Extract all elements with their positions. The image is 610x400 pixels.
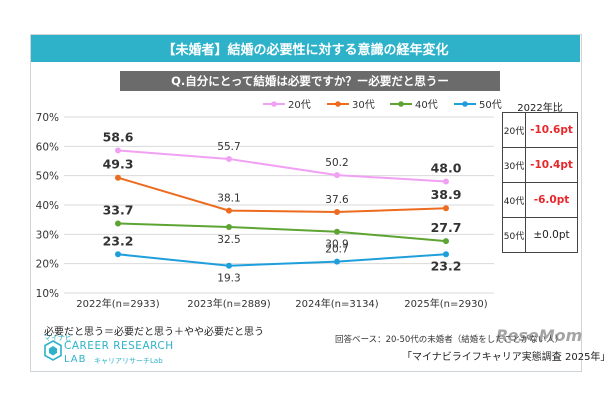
data-label: 55.7 bbox=[217, 141, 240, 153]
comparison-title: 2022年比 bbox=[517, 103, 563, 114]
logo-brand-small: マイナビ bbox=[44, 334, 72, 342]
comparison-age: 20代 bbox=[502, 112, 526, 148]
series-line bbox=[117, 222, 447, 243]
y-tick-label: 40% bbox=[36, 200, 59, 212]
y-axis-ticks: 10% 20% 30% 40% 50% 60% 70% bbox=[36, 112, 59, 300]
x-tick-label: 2025年(n=2930) bbox=[404, 297, 488, 310]
data-point bbox=[443, 251, 449, 258]
data-label: 58.6 bbox=[103, 129, 134, 144]
y-tick-label: 20% bbox=[36, 259, 59, 271]
logo-icon bbox=[44, 340, 62, 361]
data-point bbox=[226, 262, 232, 269]
comparison-row-40s: 40代 -6.0pt bbox=[502, 182, 578, 218]
logo-brand-lab: LAB bbox=[64, 354, 87, 365]
data-label: 37.6 bbox=[325, 194, 349, 206]
logo-brand-sub: キャリアリサーチLab bbox=[94, 357, 163, 365]
data-label: 50.2 bbox=[325, 157, 348, 169]
data-point bbox=[334, 172, 340, 179]
comparison-value: -10.4pt bbox=[525, 147, 578, 183]
legend-swatch-marker bbox=[271, 101, 277, 107]
y-tick-label: 60% bbox=[36, 141, 59, 153]
data-label: 19.3 bbox=[217, 273, 240, 285]
data-label: 20.7 bbox=[325, 244, 348, 256]
legend-label: 20代 bbox=[288, 99, 311, 111]
data-label: 32.5 bbox=[217, 234, 240, 246]
data-point bbox=[226, 207, 232, 214]
legend-swatch-marker bbox=[462, 101, 468, 107]
data-label: 48.0 bbox=[431, 161, 462, 176]
data-label: 38.9 bbox=[431, 187, 462, 202]
data-point bbox=[115, 147, 121, 154]
data-point bbox=[334, 258, 340, 265]
series-line bbox=[117, 176, 447, 214]
data-point bbox=[334, 209, 340, 216]
comparison-row-20s: 20代 -10.6pt bbox=[502, 112, 578, 148]
legend-label: 50代 bbox=[479, 99, 502, 111]
watermark: ReseMom bbox=[496, 326, 583, 345]
data-labels: 58.6 55.7 50.2 48.0 49.3 38.1 37.6 38.9 33.7 32.5… bbox=[103, 129, 462, 284]
data-point bbox=[115, 220, 121, 227]
data-point bbox=[443, 238, 449, 245]
series-line bbox=[117, 149, 447, 183]
comparison-row-50s: 50代 ±0.0pt bbox=[502, 217, 578, 253]
data-label: 33.7 bbox=[103, 202, 134, 217]
comparison-age: 40代 bbox=[502, 182, 526, 218]
data-label: 23.2 bbox=[103, 233, 134, 248]
comparison-row-30s: 30代 -10.4pt bbox=[502, 147, 578, 183]
y-tick-label: 50% bbox=[36, 171, 59, 183]
data-point bbox=[334, 228, 340, 235]
footnote: 必要だと思う＝必要だと思う＋やや必要だと思う bbox=[44, 327, 264, 338]
comparison-age: 50代 bbox=[502, 217, 526, 253]
y-tick-label: 10% bbox=[36, 288, 59, 300]
legend: 20代 30代 40代 50代 bbox=[263, 99, 502, 111]
data-point bbox=[115, 174, 121, 181]
data-point bbox=[443, 178, 449, 185]
comparison-value: ±0.0pt bbox=[525, 217, 578, 253]
legend-label: 30代 bbox=[352, 99, 375, 111]
data-point bbox=[443, 205, 449, 212]
x-tick-label: 2023年(n=2889) bbox=[187, 297, 271, 310]
data-label: 30.9 bbox=[325, 239, 348, 251]
legend-swatch-marker bbox=[398, 101, 404, 107]
logo-brand-main: CAREER RESEARCH bbox=[64, 340, 174, 352]
comparison-table: 20代 -10.6pt 30代 -10.4pt 40代 -6.0pt 50代 ±… bbox=[502, 112, 578, 253]
x-tick-label: 2022年(n=2933) bbox=[76, 297, 160, 310]
data-point bbox=[226, 155, 232, 162]
comparison-age: 30代 bbox=[502, 147, 526, 183]
y-tick-label: 70% bbox=[36, 112, 59, 124]
data-label: 27.7 bbox=[431, 220, 462, 235]
legend-swatch-marker bbox=[335, 101, 341, 107]
legend-label: 40代 bbox=[415, 99, 438, 111]
x-tick-label: 2024年(n=3134) bbox=[295, 297, 379, 310]
data-label: 49.3 bbox=[103, 157, 134, 172]
data-point bbox=[226, 224, 232, 230]
y-tick-label: 30% bbox=[36, 229, 59, 241]
data-point bbox=[115, 251, 121, 258]
x-axis-ticks: 2022年(n=2933) 2023年(n=2889) 2024年(n=3134) 2… bbox=[76, 297, 488, 310]
comparison-value: -6.0pt bbox=[525, 182, 578, 218]
data-label: 23.2 bbox=[431, 258, 462, 273]
series-line bbox=[117, 253, 447, 267]
comparison-value: -10.6pt bbox=[525, 112, 578, 148]
question-label: Q.自分にとって結婚は必要ですか？ー必要だと思うー bbox=[120, 71, 500, 91]
chart-title: 【未婚者】結婚の必要性に対する意識の経年変化 bbox=[31, 35, 580, 62]
source-base: 回答ベース：20-50代の未婚者（結婚をしたことがない人） bbox=[335, 335, 564, 345]
series-lines bbox=[115, 147, 449, 269]
data-label: 38.1 bbox=[217, 193, 240, 205]
source-name: 「マイナビライフキャリア実態調査 2025年」 bbox=[402, 352, 610, 363]
